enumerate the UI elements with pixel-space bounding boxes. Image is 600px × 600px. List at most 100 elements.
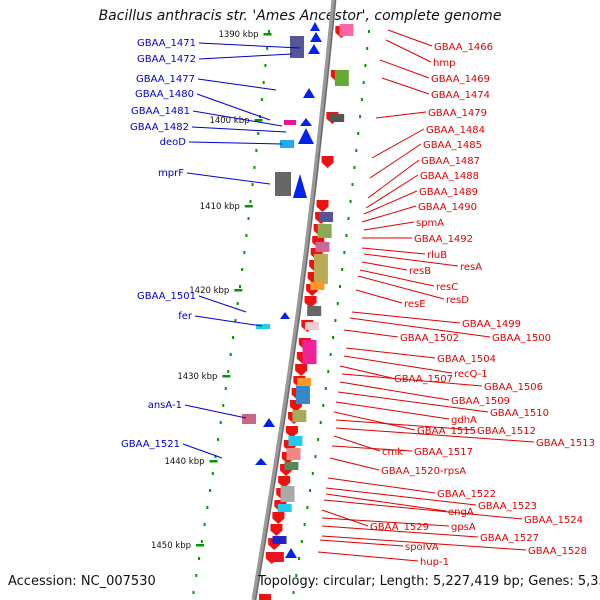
inner-tick-mark [309,489,312,492]
reverse-gene-arrow [278,476,291,488]
reverse-label-leader [361,205,417,223]
forward-label-leader [198,53,293,60]
forward-gene-arrow [300,118,312,126]
reverse-label-leader [335,419,476,431]
reverse-gene-arrow [272,512,285,524]
gene-block [275,172,291,196]
reverse-gene-label: recQ-1 [454,369,488,380]
reverse-label-leader [331,445,413,452]
gene-block [277,504,292,512]
inner-tick-mark [345,234,348,237]
reverse-label-leader [339,365,393,379]
reverse-label-leader [333,411,416,431]
inner-tick-mark [317,438,320,441]
inner-tick-mark [338,285,341,288]
forward-gene-label: fer [178,311,193,322]
reverse-label-leader [317,551,419,562]
outer-tick-mark [203,523,206,526]
inner-tick-mark [319,421,322,424]
scale-tick-label: 1430 kbp [177,372,217,382]
reverse-label-leader [321,525,479,538]
gene-block [292,410,307,422]
reverse-gene-label: cmk [382,447,403,458]
scale-tick-label: 1400 kbp [209,116,249,126]
inner-tick-mark [329,353,332,356]
gene-block [295,386,310,404]
gene-block [317,224,332,238]
reverse-gene-label: GBAA_1499 [462,319,521,330]
reverse-gene-label: GBAA_1524 [524,515,583,526]
reverse-label-leader [363,253,459,267]
reverse-label-leader [361,247,426,255]
forward-gene-arrow [310,22,320,31]
reverse-label-leader [379,59,430,79]
outer-tick-mark [217,438,220,441]
inner-tick-mark [366,47,369,50]
forward-label-leader [197,78,277,91]
inner-tick-mark [360,98,363,101]
inner-tick-mark [357,132,360,135]
reverse-label-leader [323,499,523,520]
inner-tick-mark [362,81,365,84]
reverse-gene-label: GBAA_1488 [420,171,479,182]
forward-gene-label: deoD [160,137,187,148]
reverse-label-leader [329,457,380,471]
forward-gene-label: ansA-1 [148,400,182,411]
outer-tick-mark [224,387,227,390]
forward-gene-label: GBAA_1521 [121,439,180,450]
outer-tick-mark [247,217,250,220]
forward-gene-label: mprF [158,168,184,179]
reverse-gene-label: GBAA_1500 [492,333,551,344]
reverse-label-leader [355,289,403,304]
reverse-label-leader [321,535,527,551]
gene-block [297,378,312,386]
reverse-label-leader [351,311,461,324]
inner-tick-mark [332,336,335,339]
reverse-label-leader [327,477,436,494]
forward-label-leader [182,443,223,459]
reverse-label-leader [371,128,425,159]
reverse-gene-label: rluB [427,250,447,261]
outer-tick-mark [209,489,212,492]
outer-tick-mark [200,540,203,543]
reverse-gene-label: GBAA_1479 [428,108,487,119]
forward-gene-arrow [298,128,314,144]
outer-tick-mark [206,506,209,509]
reverse-label-leader [319,539,404,547]
reverse-label-leader [337,391,489,413]
reverse-gene-label: gpsA [451,522,476,533]
reverse-gene-label: GBAA_1513 [536,438,595,449]
reverse-gene-label: engA [448,507,474,518]
scale-tick [244,205,253,208]
scale-tick [254,119,263,122]
forward-label-leader [194,315,263,327]
outer-tick-mark [195,574,198,577]
reverse-label-leader [359,269,435,287]
outer-tick-mark [214,455,217,458]
forward-gene-arrow [308,44,320,54]
scale-tick [222,375,231,378]
forward-gene-arrow [310,32,322,42]
reverse-gene-label: GBAA_1529 [370,522,429,533]
outer-tick-mark [198,557,201,560]
gene-block [315,242,330,252]
outer-tick-mark [232,336,235,339]
gene-block [242,414,256,424]
reverse-gene-label: GBAA_1484 [426,125,485,136]
reverse-label-leader [363,221,415,231]
forward-label-leader [184,404,247,419]
reverse-gene-label: GBAA_1487 [421,156,480,167]
outer-tick-mark [260,98,263,101]
reverse-gene-label: GBAA_1504 [437,354,496,365]
reverse-label-leader [345,347,436,359]
reverse-gene-arrow [316,200,329,212]
reverse-gene-label: gdhA [451,415,477,426]
reverse-label-leader [365,174,419,209]
gene-block [339,24,354,36]
outer-tick-mark [241,268,244,271]
forward-gene-label: GBAA_1501 [137,291,196,302]
gene-block [310,282,325,290]
forward-gene-label: GBAA_1480 [135,89,194,100]
reverse-label-leader [321,509,369,527]
reverse-gene-label: GBAA_1512 [477,426,536,437]
